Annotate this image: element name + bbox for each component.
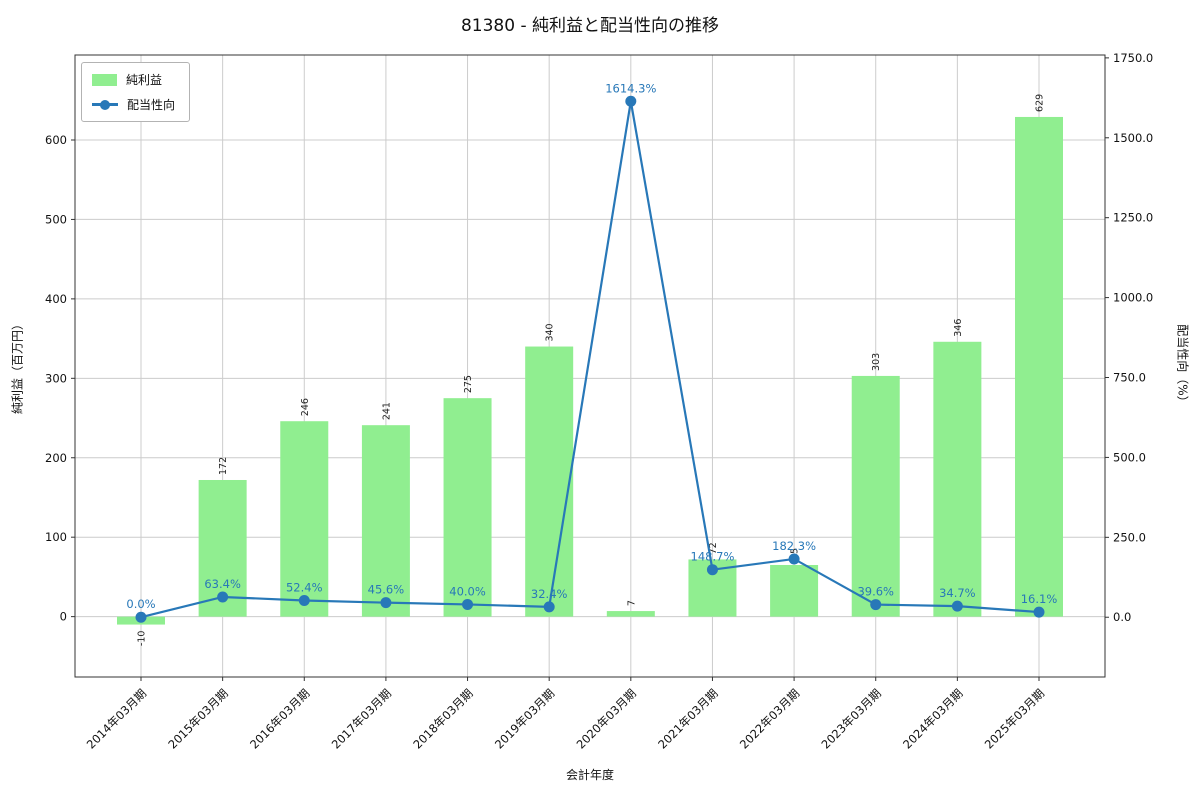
payout-ratio-value-label: 148.7% xyxy=(691,550,735,564)
bar-net-income xyxy=(606,611,655,617)
legend-item-payout-ratio: 配当性向 xyxy=(92,96,175,113)
payout-ratio-value-label: 39.6% xyxy=(857,585,894,599)
bar-net-income xyxy=(1015,116,1063,617)
x-axis-label: 会計年度 xyxy=(565,768,614,782)
x-tick-label: 2021年03月期 xyxy=(655,686,720,751)
legend: 純利益 配当性向 xyxy=(81,62,191,122)
bar-value-label: 7 xyxy=(626,600,637,606)
payout-ratio-marker xyxy=(706,564,718,576)
right-tick-label: 1250.0 xyxy=(1113,211,1153,225)
bar-value-label: -10 xyxy=(137,631,148,647)
payout-ratio-value-label: 0.0% xyxy=(126,597,155,611)
payout-ratio-marker xyxy=(543,601,555,613)
right-tick-label: 1000.0 xyxy=(1113,291,1153,305)
x-tick-label: 2017年03月期 xyxy=(329,686,394,751)
left-tick-label: 400 xyxy=(45,292,67,306)
bar-net-income xyxy=(933,341,982,617)
bar-value-label: 72 xyxy=(708,542,719,554)
bar-value-label: 172 xyxy=(218,457,229,475)
left-tick-label: 500 xyxy=(45,212,67,226)
payout-ratio-marker xyxy=(462,598,474,610)
payout-ratio-swatch-icon xyxy=(92,99,118,110)
payout-ratio-value-label: 32.4% xyxy=(531,587,568,601)
x-tick-label: 2016年03月期 xyxy=(247,686,312,751)
left-tick-label: 0 xyxy=(60,610,67,624)
payout-ratio-marker xyxy=(870,599,882,611)
x-tick-label: 2014年03月期 xyxy=(84,686,149,751)
x-tick-label: 2015年03月期 xyxy=(165,686,230,751)
payout-ratio-marker xyxy=(1033,606,1045,618)
payout-ratio-marker xyxy=(625,95,637,107)
x-tick-label: 2018年03月期 xyxy=(410,686,475,751)
x-tick-label: 2022年03月期 xyxy=(737,686,802,751)
x-tick-label: 2023年03月期 xyxy=(819,686,884,751)
bar-net-income xyxy=(361,425,410,617)
bar-value-label: 340 xyxy=(545,323,556,341)
payout-ratio-marker xyxy=(380,597,392,609)
payout-ratio-marker xyxy=(298,594,310,606)
left-y-axis-label: 純利益（百万円） xyxy=(10,317,25,415)
payout-ratio-line xyxy=(140,101,1040,619)
bar-net-income xyxy=(851,375,900,617)
x-tick-label: 2020年03月期 xyxy=(574,686,639,751)
payout-ratio-value-label: 182.3% xyxy=(772,539,816,553)
payout-ratio-value-label: 63.4% xyxy=(204,577,241,591)
payout-ratio-marker xyxy=(217,591,229,603)
net-income-swatch-icon xyxy=(92,73,117,86)
bar-value-label: 246 xyxy=(300,398,311,416)
legend-label-net-income: 純利益 xyxy=(126,73,163,87)
payout-ratio-value-label: 40.0% xyxy=(449,584,486,598)
left-tick-label: 100 xyxy=(45,530,67,544)
bar-value-label: 275 xyxy=(463,375,474,393)
payout-ratio-marker xyxy=(788,553,800,565)
right-tick-label: 1500.0 xyxy=(1113,131,1153,145)
legend-item-net-income: 純利益 xyxy=(92,71,175,88)
bar-net-income xyxy=(443,398,492,617)
x-tick-label: 2019年03月期 xyxy=(492,686,557,751)
bar-net-income xyxy=(770,564,819,617)
legend-label-payout-ratio: 配当性向 xyxy=(127,98,176,112)
bar-value-label: 346 xyxy=(953,319,964,337)
chart-title: 81380 - 純利益と配当性向の推移 xyxy=(460,16,720,36)
left-tick-label: 300 xyxy=(45,371,67,385)
right-tick-label: 1750.0 xyxy=(1113,51,1153,65)
right-tick-label: 750.0 xyxy=(1113,371,1146,385)
payout-ratio-value-label: 52.4% xyxy=(286,580,323,594)
payout-ratio-value-label: 16.1% xyxy=(1021,592,1058,606)
payout-ratio-value-label: 45.6% xyxy=(368,583,405,597)
bar-value-label: 303 xyxy=(871,353,882,371)
payout-ratio-marker xyxy=(951,600,963,612)
left-tick-label: 200 xyxy=(45,451,67,465)
bar-net-income xyxy=(525,346,574,617)
right-tick-label: 0.0 xyxy=(1113,610,1131,624)
plot-border xyxy=(74,54,1106,678)
x-tick-label: 2024年03月期 xyxy=(900,686,965,751)
payout-ratio-value-label: 1614.3% xyxy=(605,81,656,95)
bar-net-income xyxy=(280,421,329,617)
right-y-axis-label: 配当性向（%） xyxy=(1175,324,1190,408)
bar-value-label: 629 xyxy=(1035,94,1046,112)
bar-value-label: 241 xyxy=(381,402,392,420)
payout-ratio-value-label: 34.7% xyxy=(939,586,976,600)
left-tick-label: 600 xyxy=(45,133,67,147)
x-tick-label: 2025年03月期 xyxy=(982,686,1047,751)
right-tick-label: 250.0 xyxy=(1113,530,1146,544)
right-tick-label: 500.0 xyxy=(1113,450,1146,464)
payout-ratio-marker xyxy=(135,611,147,623)
